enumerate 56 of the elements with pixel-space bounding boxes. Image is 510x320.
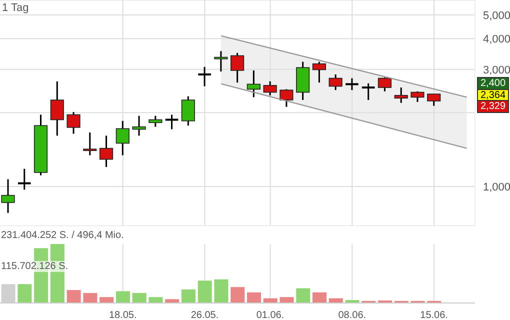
candlestick bbox=[360, 82, 376, 101]
candlestick bbox=[164, 114, 180, 130]
annotation: 115.702.126 S. bbox=[1, 261, 68, 272]
text: 2,400 bbox=[477, 77, 509, 90]
candlestick bbox=[394, 86, 408, 104]
bar bbox=[83, 292, 98, 303]
bar bbox=[296, 288, 310, 303]
candlestick bbox=[83, 132, 97, 156]
bar bbox=[247, 292, 261, 303]
candlestick bbox=[410, 90, 424, 103]
y-tick-label: 5,000 bbox=[483, 10, 510, 22]
candlestick bbox=[132, 115, 146, 136]
y-tick-label: 3,000 bbox=[483, 64, 510, 76]
candlestick bbox=[312, 61, 326, 84]
candlestick bbox=[427, 93, 441, 107]
x-tick-label: 15.06. bbox=[420, 310, 448, 320]
candlestick bbox=[50, 80, 64, 136]
candlestick bbox=[1, 178, 15, 214]
candlestick bbox=[344, 77, 360, 91]
bar bbox=[214, 279, 228, 303]
bar bbox=[230, 287, 245, 303]
candlestick bbox=[66, 111, 80, 134]
bar bbox=[198, 280, 212, 303]
candlestick bbox=[378, 76, 392, 92]
candlestick bbox=[197, 66, 212, 87]
y-tick-label: 4,000 bbox=[483, 34, 510, 46]
candlestick bbox=[116, 120, 130, 156]
bar bbox=[116, 291, 130, 303]
x-tick-label: 08.06. bbox=[338, 310, 366, 320]
text: 231.404.252 S. / 496,4 Mio. bbox=[1, 230, 124, 241]
bar bbox=[165, 299, 180, 303]
candlestick bbox=[328, 74, 342, 91]
candlestick bbox=[16, 168, 32, 190]
text: 2,364 bbox=[477, 88, 509, 102]
bar bbox=[280, 297, 294, 303]
candlestick bbox=[99, 134, 114, 168]
bar bbox=[18, 284, 32, 303]
bar bbox=[312, 292, 327, 303]
bar bbox=[132, 292, 146, 303]
candlestick bbox=[181, 96, 195, 126]
bar bbox=[66, 290, 81, 303]
text: 2,329 bbox=[477, 100, 509, 114]
bar bbox=[100, 297, 114, 303]
candlestick bbox=[280, 88, 294, 108]
candlestick bbox=[246, 70, 260, 98]
candlestick bbox=[230, 52, 244, 84]
chart-subtitle: 1 Tag bbox=[2, 2, 29, 14]
y-tick-label: 1,000 bbox=[483, 181, 510, 194]
x-tick-label: 26.05. bbox=[190, 310, 219, 320]
x-tick-label: 18.05. bbox=[108, 310, 137, 320]
bar bbox=[181, 289, 196, 303]
candlestick bbox=[214, 50, 228, 72]
candlestick bbox=[148, 115, 162, 128]
bar bbox=[148, 297, 163, 303]
x-tick-label: 01.06. bbox=[256, 310, 284, 320]
candlestick bbox=[263, 80, 277, 96]
